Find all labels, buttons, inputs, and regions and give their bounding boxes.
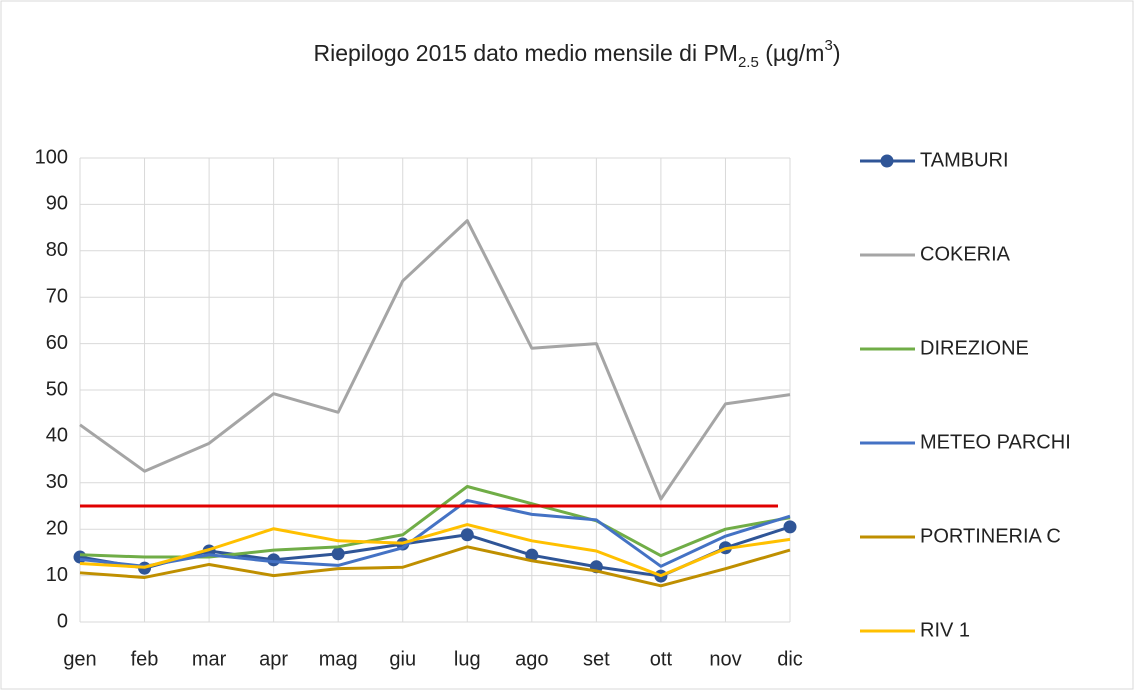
series-line	[79, 545, 791, 588]
title-subscript: 2.5	[738, 54, 759, 71]
legend-label: DIREZIONE	[920, 337, 1029, 359]
x-tick-label: nov	[709, 648, 741, 670]
legend-label: RIV 1	[920, 619, 970, 641]
chart-title: Riepilogo 2015 dato medio mensile di PM2…	[314, 37, 841, 71]
x-tick-label: ott	[650, 648, 673, 670]
y-tick-label: 20	[46, 517, 68, 539]
x-tick-label: dic	[777, 648, 803, 670]
y-tick-label: 30	[46, 471, 68, 493]
y-tick-label: 10	[46, 564, 68, 586]
legend-label: COKERIA	[920, 243, 1011, 265]
x-tick-label: giu	[389, 648, 416, 670]
title-text: (µg/m	[759, 40, 825, 66]
y-tick-label: 60	[46, 332, 68, 354]
data-point	[73, 550, 87, 564]
data-point	[525, 548, 539, 562]
x-tick-label: lug	[454, 648, 481, 670]
y-tick-label: 0	[57, 610, 68, 632]
data-point	[460, 528, 474, 542]
series-line	[79, 523, 791, 578]
series-line	[79, 498, 791, 568]
x-tick-label: set	[583, 648, 610, 670]
legend-label: TAMBURI	[920, 149, 1009, 171]
y-tick-label: 50	[46, 378, 68, 400]
legend-marker	[880, 154, 894, 168]
y-tick-label: 90	[46, 193, 68, 215]
y-tick-label: 100	[35, 146, 68, 168]
y-tick-label: 70	[46, 285, 68, 307]
x-tick-label: gen	[63, 648, 96, 670]
legend-label: PORTINERIA C	[920, 525, 1061, 547]
legend-label: METEO PARCHI	[920, 431, 1071, 453]
y-tick-label: 80	[46, 239, 68, 261]
x-tick-label: feb	[131, 648, 159, 670]
series-line	[79, 219, 791, 501]
x-tick-label: mag	[319, 648, 358, 670]
title-text: Riepilogo 2015 dato medio mensile di PM	[314, 40, 738, 66]
title-text: )	[833, 40, 841, 66]
x-tick-label: ago	[515, 648, 548, 670]
data-point	[331, 547, 345, 561]
x-tick-label: mar	[192, 648, 227, 670]
title-superscript: 3	[824, 37, 832, 54]
y-tick-label: 40	[46, 425, 68, 447]
x-tick-label: apr	[259, 648, 288, 670]
data-point	[783, 520, 797, 534]
